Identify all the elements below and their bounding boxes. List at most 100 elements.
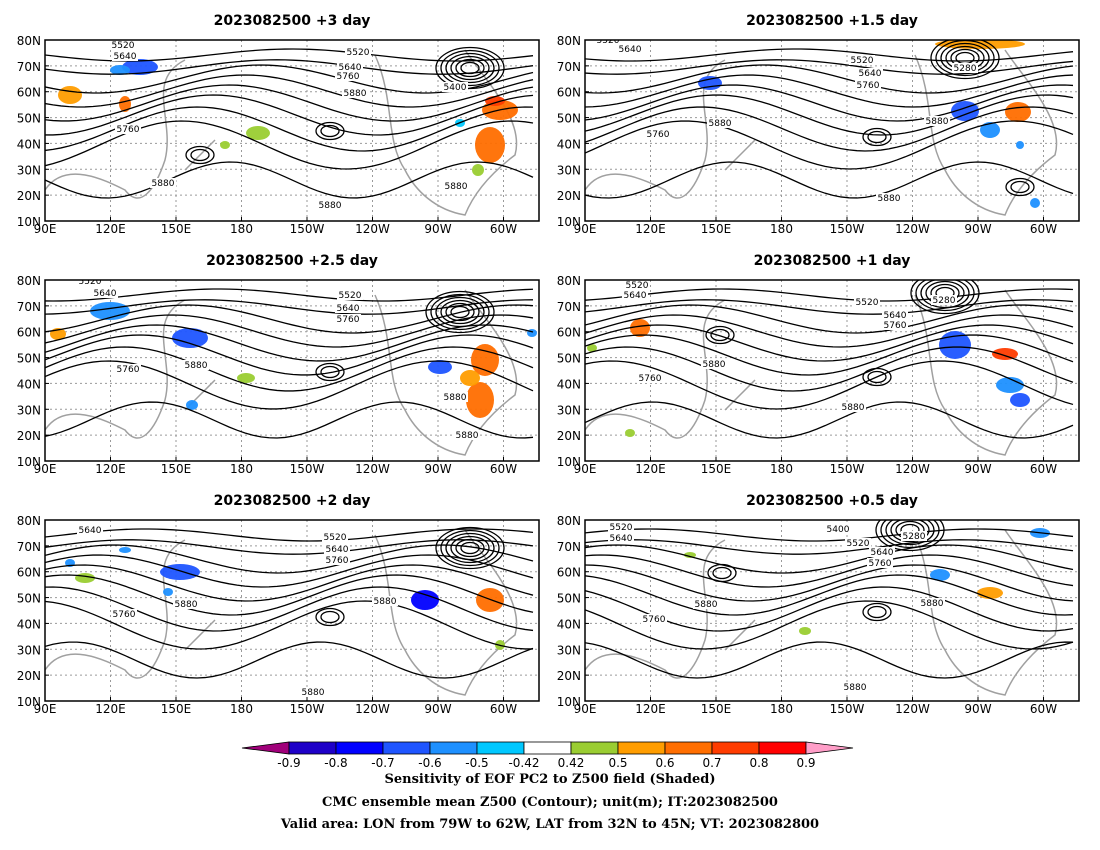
lon-tick-label: 150E <box>701 702 732 716</box>
contour-label-bg <box>842 682 868 692</box>
contour-label: 5400 <box>827 525 850 535</box>
contour-label: 5880 <box>703 360 726 370</box>
closed-contour <box>320 365 340 379</box>
panel-frame <box>584 519 1080 702</box>
japan-coastline <box>184 139 216 171</box>
closed-contour <box>450 535 490 561</box>
colorbar-cell <box>664 741 713 755</box>
lon-tick-label: 150W <box>830 462 865 476</box>
height-contour <box>585 64 1074 94</box>
closed-contour <box>915 280 975 312</box>
america-coastline <box>914 529 1058 696</box>
closed-contour <box>1010 180 1030 194</box>
sensitivity-shading <box>527 329 537 337</box>
contour-label-bg <box>454 430 480 440</box>
closed-contour <box>440 299 480 325</box>
colorbar-cell <box>429 741 478 755</box>
contour-label-bg <box>335 314 361 324</box>
contour-label: 5520 <box>112 41 135 51</box>
colorbar-tick-label: 0.5 <box>608 756 627 770</box>
sensitivity-shading <box>460 370 480 386</box>
contour-label-bg <box>183 360 209 370</box>
contour-label-bg <box>931 295 957 305</box>
closed-contour <box>862 367 892 387</box>
lat-tick-label: 80N <box>17 34 41 48</box>
lon-tick-label: 60W <box>490 462 517 476</box>
america-coastline <box>914 289 1058 456</box>
height-contour <box>45 288 534 302</box>
contour-label-bg <box>300 687 326 697</box>
colorbar-tick-label: -0.7 <box>371 756 394 770</box>
height-contour <box>45 334 534 376</box>
lat-tick-label: 40N <box>17 377 41 391</box>
panel-title: 2023082500 +1.5 day <box>746 13 918 29</box>
contour-label-bg <box>317 200 343 210</box>
closed-contour <box>445 532 495 564</box>
colorbar-tick-label: 0.42 <box>558 756 585 770</box>
contour-label-bg <box>324 555 350 565</box>
closed-contour <box>890 520 930 543</box>
lat-tick-label: 20N <box>557 429 581 443</box>
lon-tick-label: 60W <box>1030 702 1057 716</box>
contour-label-bg <box>342 88 368 98</box>
contour-label-bg <box>322 532 348 542</box>
colorbar: -0.9 -0.8 -0.7 -0.6 -0.5 -0.42 0.42 0.5 0.6 0.7 0.… <box>241 741 854 770</box>
lat-tick-label: 50N <box>17 352 41 366</box>
lon-tick-label: 60W <box>490 222 517 236</box>
lon-tick-label: 150E <box>701 222 732 236</box>
contour-label-bg <box>345 47 371 57</box>
contour-label: 5880 <box>344 89 367 99</box>
contour-label-bg <box>882 320 908 330</box>
lon-tick-label: 90E <box>574 222 597 236</box>
lon-tick-label: 120E <box>635 702 666 716</box>
map-panel: 2023082500 +1 day55205640552056405760528… <box>557 253 1080 476</box>
lon-tick-label: 90W <box>424 222 451 236</box>
asia-coastline <box>45 59 186 199</box>
closed-contour <box>707 563 737 583</box>
contour-label-bg <box>637 373 663 383</box>
panel-title: 2023082500 +2 day <box>214 493 371 509</box>
sensitivity-shading <box>625 429 635 437</box>
contour-label: 5760 <box>647 130 670 140</box>
closed-contour <box>445 302 475 322</box>
lon-tick-label: 150W <box>830 222 865 236</box>
colorbar-tick-label: -0.6 <box>418 756 441 770</box>
lon-tick-label: 120W <box>895 462 930 476</box>
lat-tick-label: 50N <box>557 112 581 126</box>
lon-tick-label: 120E <box>95 702 126 716</box>
contour-label-bg <box>595 40 621 45</box>
closed-contour <box>1005 177 1035 197</box>
lon-tick-label: 180 <box>230 462 253 476</box>
colorbar-tick-label: -0.5 <box>465 756 488 770</box>
closed-contour <box>880 520 940 549</box>
closed-contour <box>867 130 887 144</box>
height-contour <box>45 74 534 108</box>
contour-label-bg <box>876 193 902 203</box>
closed-contour <box>867 605 887 619</box>
height-contour <box>585 600 1074 650</box>
contour-label: 5880 <box>921 599 944 609</box>
contour-label: 5640 <box>114 52 137 62</box>
lat-tick-label: 70N <box>17 300 41 314</box>
sensitivity-shading <box>163 588 173 596</box>
contour-label-bg <box>337 62 363 72</box>
sensitivity-shading <box>992 348 1018 360</box>
contour-label-bg <box>701 359 727 369</box>
height-contour <box>45 401 534 439</box>
closed-contour <box>705 325 735 345</box>
sensitivity-shading <box>428 360 452 374</box>
contour-label-bg <box>624 280 650 290</box>
contour-label-bg <box>443 181 469 191</box>
lon-tick-label: 60W <box>1030 462 1057 476</box>
panel-title: 2023082500 +0.5 day <box>746 493 918 509</box>
height-contour <box>585 324 1074 362</box>
lat-tick-label: 20N <box>17 189 41 203</box>
colorbar-cell <box>335 741 384 755</box>
japan-coastline <box>724 619 756 651</box>
height-contour <box>585 554 1074 588</box>
lat-tick-label: 10N <box>17 215 41 229</box>
lat-tick-label: 20N <box>17 429 41 443</box>
sensitivity-shading <box>684 552 696 558</box>
contour-label-bg <box>857 68 883 78</box>
